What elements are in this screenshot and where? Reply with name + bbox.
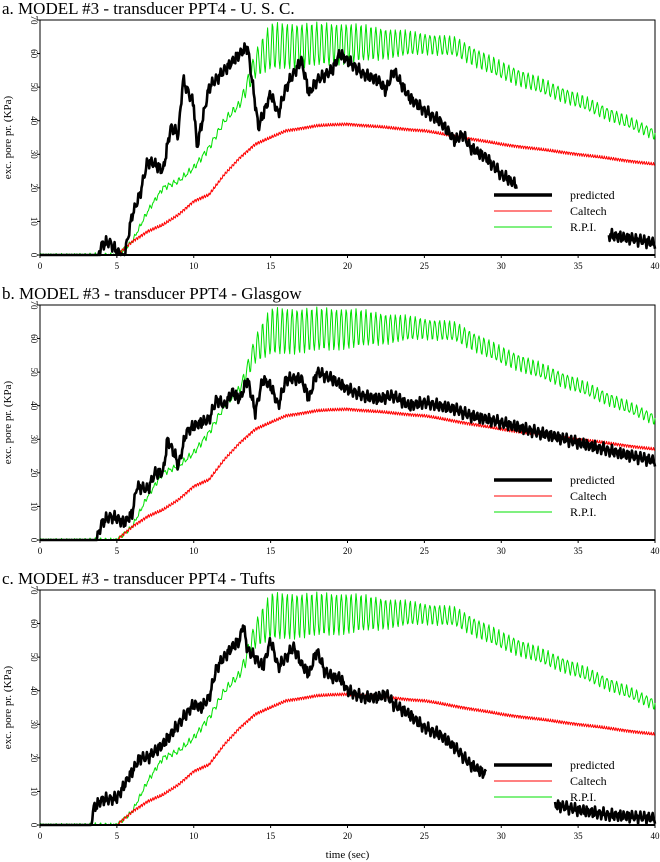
legend-label: predicted [570, 758, 615, 772]
legend-label: predicted [570, 188, 615, 202]
panel-c: c. MODEL #3 - transducer PPT4 - Tufts 0 5 1… [2, 569, 660, 861]
series-line-r-p-i [39, 21, 656, 256]
y-tick-label: 50 [29, 368, 39, 378]
series-line-caltech [40, 122, 656, 256]
x-tick-label: 35 [574, 546, 584, 556]
series-line-predicted [553, 799, 657, 826]
legend-label: Caltech [570, 774, 607, 788]
x-tick-label: 5 [115, 261, 120, 271]
x-tick-label: 15 [266, 831, 276, 841]
y-tick-label: 0 [29, 823, 39, 828]
x-tick-label: 10 [189, 831, 199, 841]
x-tick-label: 35 [574, 261, 584, 271]
x-tick-label: 40 [651, 261, 660, 271]
y-tick-label: 20 [29, 468, 39, 478]
y-tick-label: 30 [29, 150, 39, 160]
panel-title: c. MODEL #3 - transducer PPT4 - Tufts [2, 569, 275, 588]
y-tick-label: 20 [29, 183, 39, 193]
panel-title: b. MODEL #3 - transducer PPT4 - Glasgow [2, 284, 302, 303]
y-tick-label: 60 [29, 334, 39, 344]
legend-label: predicted [570, 473, 615, 487]
series-line-predicted [39, 624, 488, 827]
legend-label: Caltech [570, 489, 607, 503]
legend-label: R.P.I. [570, 220, 596, 234]
series-line-predicted [607, 227, 657, 250]
y-tick-label: 10 [29, 217, 39, 227]
x-tick-label: 20 [343, 831, 353, 841]
y-tick-label: 50 [29, 653, 39, 663]
x-tick-label: 0 [38, 546, 43, 556]
x-tick-label: 25 [420, 546, 430, 556]
x-tick-label: 0 [38, 831, 43, 841]
y-tick-label: 30 [29, 720, 39, 730]
y-tick-label: 50 [29, 83, 39, 93]
series-line-predicted [39, 366, 657, 542]
x-tick-label: 5 [115, 546, 120, 556]
x-tick-label: 30 [497, 261, 507, 271]
y-tick-label: 40 [29, 686, 39, 696]
y-tick-label: 10 [29, 787, 39, 797]
y-axis-label: exc. pore pr. (KPa) [2, 95, 14, 179]
y-tick-label: 70 [29, 16, 39, 26]
x-tick-label: 35 [574, 831, 584, 841]
series-line-predicted [39, 42, 518, 257]
x-axis-label: time (sec) [326, 849, 370, 861]
series-line-r-p-i [39, 591, 656, 826]
x-tick-label: 10 [189, 261, 199, 271]
y-tick-label: 20 [29, 753, 39, 763]
y-tick-label: 40 [29, 116, 39, 126]
legend: predicted Caltech R.P.I. [494, 188, 615, 234]
x-tick-label: 10 [189, 546, 199, 556]
x-tick-label: 30 [497, 546, 507, 556]
x-tick-label: 20 [343, 261, 353, 271]
x-tick-label: 15 [266, 546, 276, 556]
x-tick-label: 30 [497, 831, 507, 841]
legend-label: Caltech [570, 204, 607, 218]
panel-a: a. MODEL #3 - transducer PPT4 - U. S. C.… [2, 0, 660, 271]
y-tick-label: 70 [29, 301, 39, 311]
y-tick-label: 0 [29, 253, 39, 258]
y-tick-label: 10 [29, 502, 39, 512]
legend: predicted Caltech R.P.I. [494, 758, 615, 804]
plot-frame [39, 589, 656, 826]
x-tick-label: 40 [651, 546, 660, 556]
y-tick-label: 70 [29, 586, 39, 596]
x-tick-label: 20 [343, 546, 353, 556]
series-line-r-p-i [39, 306, 656, 541]
y-tick-label: 60 [29, 619, 39, 629]
panel-b: b. MODEL #3 - transducer PPT4 - Glasgow 0… [2, 284, 660, 556]
y-tick-label: 60 [29, 49, 39, 59]
y-axis-label: exc. pore pr. (KPa) [2, 665, 14, 749]
y-tick-label: 40 [29, 401, 39, 411]
x-tick-label: 5 [115, 831, 120, 841]
y-tick-label: 0 [29, 538, 39, 543]
x-tick-label: 15 [266, 261, 276, 271]
legend-label: R.P.I. [570, 505, 596, 519]
legend: predicted Caltech R.P.I. [494, 473, 615, 519]
y-tick-label: 30 [29, 435, 39, 445]
series-line-caltech [40, 407, 656, 541]
plot-frame [39, 304, 656, 541]
x-tick-label: 0 [38, 261, 43, 271]
x-tick-label: 40 [651, 831, 660, 841]
y-axis-label: exc. pore pr. (KPa) [2, 380, 14, 464]
legend-label: R.P.I. [570, 790, 596, 804]
panel-title: a. MODEL #3 - transducer PPT4 - U. S. C. [2, 0, 295, 18]
x-tick-label: 25 [420, 831, 430, 841]
x-tick-label: 25 [420, 261, 430, 271]
